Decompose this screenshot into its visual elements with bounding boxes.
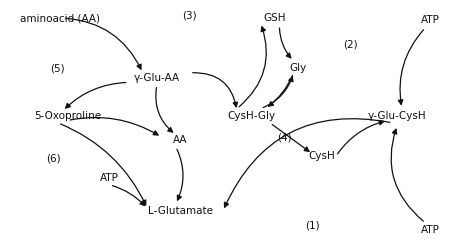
- Text: (4): (4): [277, 132, 292, 142]
- Text: Gly: Gly: [290, 63, 307, 73]
- Text: (1): (1): [305, 220, 319, 230]
- Text: γ-Glu-CysH: γ-Glu-CysH: [368, 111, 427, 121]
- Text: (5): (5): [51, 63, 65, 73]
- Text: ATP: ATP: [100, 173, 119, 183]
- Text: (6): (6): [46, 154, 61, 164]
- Text: CysH-Gly: CysH-Gly: [227, 111, 275, 121]
- Text: CysH: CysH: [309, 151, 335, 161]
- Text: (3): (3): [182, 11, 197, 21]
- Text: GSH: GSH: [264, 13, 286, 23]
- Text: γ-Glu-AA: γ-Glu-AA: [134, 73, 180, 83]
- Text: AA: AA: [173, 134, 188, 145]
- Text: 5-Oxoproline: 5-Oxoproline: [35, 111, 101, 121]
- Text: L-Glutamate: L-Glutamate: [148, 206, 213, 216]
- Text: ATP: ATP: [421, 225, 440, 235]
- Text: aminoacid (AA): aminoacid (AA): [20, 13, 100, 23]
- Text: ATP: ATP: [421, 15, 440, 26]
- Text: (2): (2): [343, 39, 357, 49]
